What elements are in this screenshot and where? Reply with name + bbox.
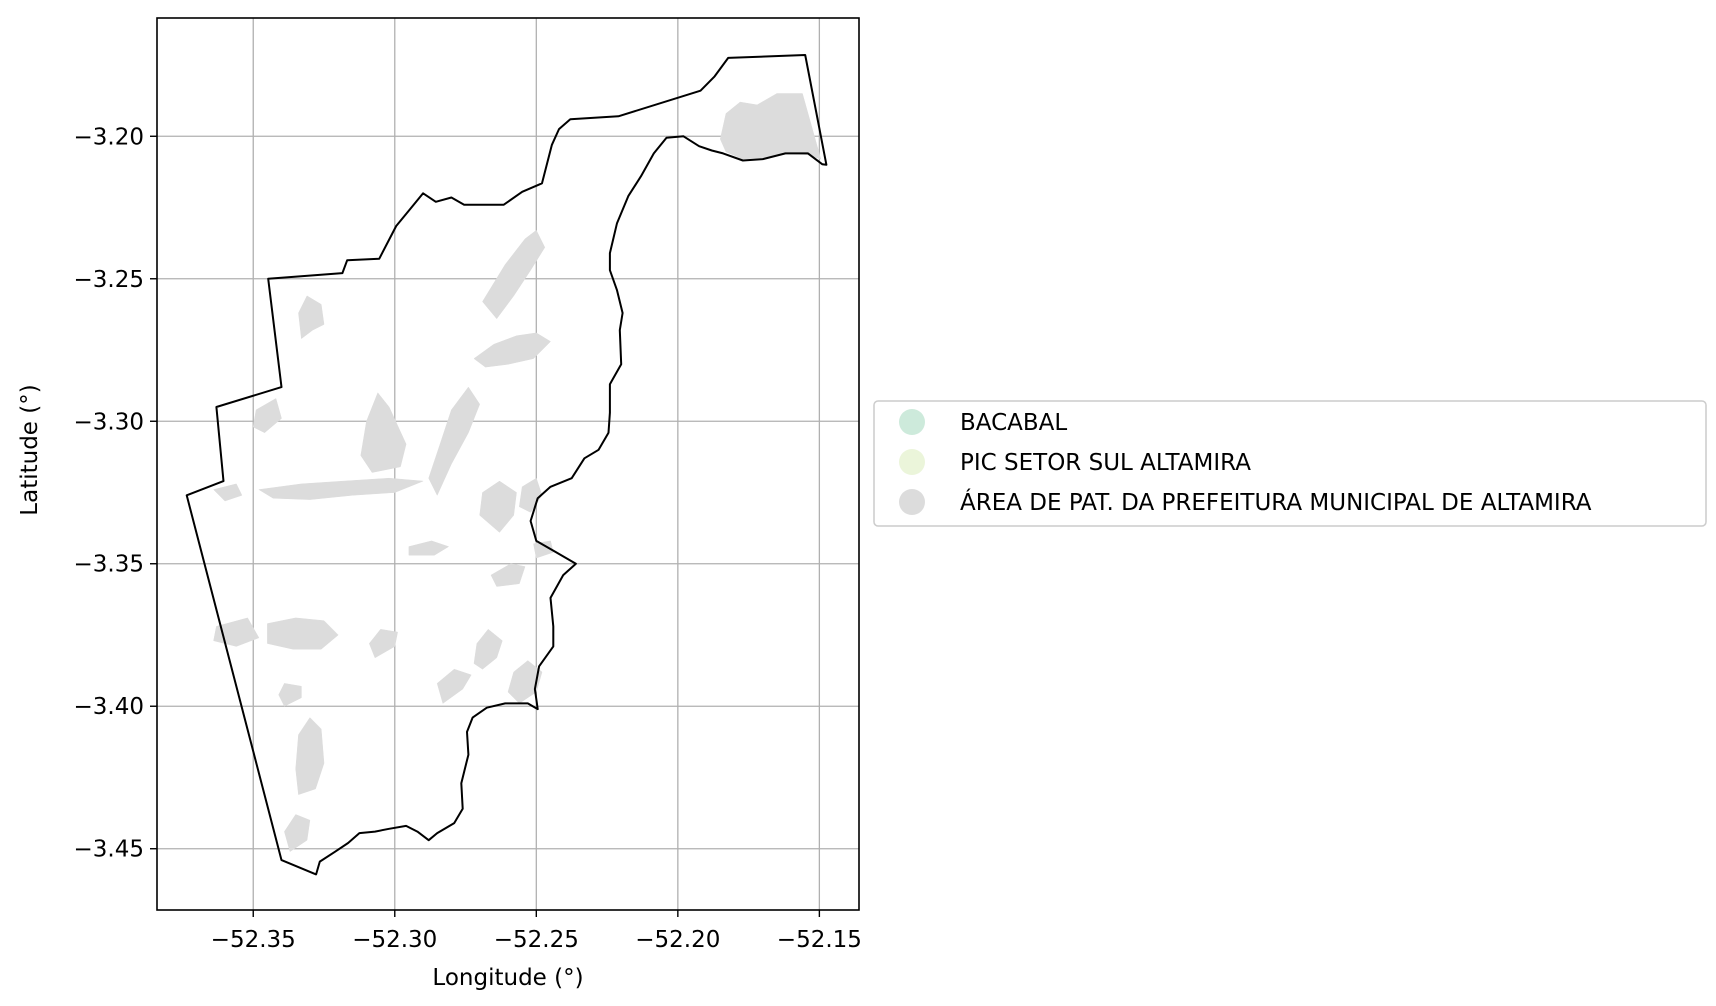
- municipal-area-polygons: [213, 93, 822, 852]
- municipal-area-polygon: [278, 683, 302, 707]
- municipal-area-polygon: [473, 628, 503, 670]
- y-axis-ticks: −3.20 −3.25 −3.30 −3.35 −3.40 −3.45: [74, 124, 157, 863]
- y-tick-label: −3.25: [74, 267, 144, 293]
- legend-frame: [873, 400, 1707, 527]
- grid: [157, 18, 859, 910]
- x-tick-label: −52.30: [352, 927, 437, 953]
- municipal-boundary: [185, 54, 828, 876]
- legend: BACABAL PIC SETOR SUL ALTAMIRA ÁREA DE PAT…: [873, 400, 1707, 527]
- legend-label: ÁREA DE PAT. DA PREFEITURA MUNICIPAL DE …: [960, 488, 1592, 516]
- municipal-area-polygon: [436, 668, 472, 704]
- axes-frame: [156, 17, 860, 911]
- municipal-area-polygon: [533, 540, 554, 559]
- municipal-area-polygon: [428, 386, 480, 496]
- y-tick-label: −3.40: [74, 694, 144, 720]
- municipal-area-polygon: [360, 392, 407, 473]
- municipal-area-polygon: [369, 629, 398, 659]
- municipal-area-polygon: [519, 477, 543, 513]
- municipal-area-polygon: [482, 229, 546, 320]
- legend-label: PIC SETOR SUL ALTAMIRA: [960, 450, 1251, 476]
- y-tick-label: −3.45: [74, 837, 144, 863]
- y-tick-label: −3.35: [74, 552, 144, 578]
- x-tick-label: −52.15: [777, 927, 862, 953]
- legend-marker: [899, 489, 925, 515]
- municipal-area-polygon: [213, 483, 243, 502]
- y-tick-label: −3.30: [74, 409, 144, 435]
- municipal-area-polygon: [258, 477, 424, 500]
- municipal-area-polygon: [490, 563, 526, 587]
- municipal-area-polygon: [284, 814, 311, 852]
- municipal-area-polygon: [479, 480, 517, 533]
- municipal-area-polygon: [408, 540, 450, 556]
- y-axis-label: Latitude (°): [17, 384, 43, 515]
- x-tick-label: −52.35: [211, 927, 296, 953]
- municipal-area-polygon: [720, 93, 822, 160]
- boundary-layer: [185, 54, 828, 876]
- x-tick-label: −52.20: [635, 927, 720, 953]
- x-axis-label: Longitude (°): [432, 965, 583, 991]
- municipal-area-polygon: [298, 295, 325, 340]
- municipal-area-polygon: [473, 332, 551, 368]
- legend-marker: [899, 409, 925, 435]
- legend-marker: [899, 449, 925, 475]
- x-tick-label: −52.25: [494, 927, 579, 953]
- y-tick-label: −3.20: [74, 124, 144, 150]
- municipal-area-polygon: [295, 717, 325, 795]
- legend-label: BACABAL: [960, 410, 1067, 436]
- x-axis-ticks: −52.35 −52.30 −52.25 −52.20 −52.15: [211, 910, 862, 953]
- municipal-area-polygon: [267, 617, 339, 650]
- municipal-area-polygon: [252, 398, 282, 433]
